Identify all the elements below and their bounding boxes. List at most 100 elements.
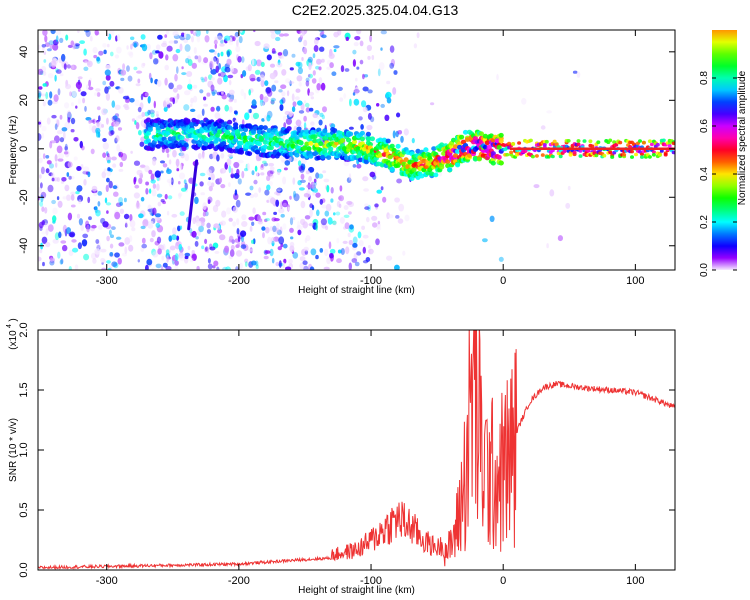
noise-blob bbox=[47, 73, 54, 79]
ridge-blob bbox=[322, 128, 328, 134]
noise-blob bbox=[69, 91, 72, 97]
noise-blob bbox=[208, 177, 212, 181]
noise-blob bbox=[147, 223, 154, 229]
top-y-axis-label: Frequency (Hz) bbox=[8, 116, 19, 185]
colorbar-tick-label: 0.0 bbox=[699, 263, 710, 277]
ridge-blob bbox=[517, 141, 522, 145]
noise-blob bbox=[77, 98, 81, 105]
noise-blob bbox=[275, 189, 281, 196]
noise-blob bbox=[209, 246, 216, 251]
noise-blob bbox=[303, 47, 308, 55]
noise-blob bbox=[355, 77, 358, 82]
ridge-blob bbox=[235, 129, 241, 135]
noise-blob bbox=[215, 107, 221, 111]
noise-blob bbox=[239, 30, 243, 33]
noise-blob bbox=[224, 35, 231, 41]
noise-blob bbox=[294, 96, 300, 101]
noise-blob bbox=[358, 240, 364, 247]
noise-blob bbox=[269, 248, 274, 257]
noise-blob bbox=[64, 184, 70, 192]
noise-blob bbox=[316, 83, 322, 91]
ridge-blob bbox=[482, 133, 488, 139]
noise-blob bbox=[279, 99, 284, 105]
noise-blob bbox=[45, 155, 50, 159]
noise-blob bbox=[190, 30, 194, 34]
noise-blob bbox=[230, 167, 234, 175]
noise-blob bbox=[375, 238, 380, 246]
noise-blob bbox=[567, 185, 571, 191]
ridge-blob bbox=[462, 129, 469, 135]
noise-blob bbox=[168, 82, 174, 90]
noise-blob bbox=[305, 77, 310, 83]
noise-blob bbox=[212, 205, 219, 213]
noise-blob bbox=[261, 118, 265, 122]
ridge-blob bbox=[155, 144, 161, 149]
noise-blob bbox=[218, 63, 222, 70]
noise-blob bbox=[234, 189, 238, 196]
noise-blob bbox=[169, 97, 175, 102]
noise-blob bbox=[245, 192, 252, 196]
noise-blob bbox=[256, 172, 259, 177]
noise-blob bbox=[124, 237, 131, 245]
ridge-blob bbox=[306, 146, 312, 152]
noise-blob bbox=[131, 227, 136, 232]
noise-blob bbox=[101, 267, 107, 270]
noise-blob bbox=[64, 143, 68, 152]
noise-blob bbox=[83, 66, 89, 72]
noise-blob bbox=[201, 108, 205, 117]
noise-blob bbox=[41, 231, 47, 235]
noise-blob bbox=[498, 256, 504, 262]
noise-blob bbox=[338, 196, 342, 200]
noise-blob bbox=[352, 59, 356, 67]
noise-blob bbox=[154, 170, 161, 178]
noise-blob bbox=[352, 92, 356, 96]
noise-blob bbox=[288, 111, 293, 117]
noise-blob bbox=[40, 194, 44, 203]
noise-blob bbox=[98, 115, 101, 122]
noise-blob bbox=[176, 84, 183, 90]
noise-blob bbox=[276, 222, 280, 229]
noise-blob bbox=[348, 262, 352, 270]
noise-blob bbox=[38, 187, 42, 194]
noise-blob bbox=[280, 84, 287, 89]
noise-blob bbox=[206, 246, 210, 254]
noise-blob bbox=[188, 78, 192, 86]
noise-blob bbox=[64, 146, 68, 151]
noise-blob bbox=[362, 73, 365, 80]
noise-blob bbox=[315, 254, 319, 260]
noise-blob bbox=[111, 156, 117, 161]
noise-blob bbox=[270, 99, 275, 105]
ridge-blob bbox=[578, 154, 583, 158]
noise-blob bbox=[45, 241, 51, 248]
noise-blob bbox=[39, 201, 44, 207]
noise-blob bbox=[249, 108, 252, 114]
noise-blob bbox=[396, 112, 401, 118]
snr-plot bbox=[38, 330, 675, 570]
noise-blob bbox=[329, 252, 334, 259]
noise-blob bbox=[217, 52, 220, 58]
noise-blob bbox=[42, 83, 47, 87]
noise-blob bbox=[49, 91, 53, 99]
noise-blob bbox=[301, 57, 304, 61]
noise-blob bbox=[269, 72, 276, 80]
noise-blob bbox=[167, 195, 173, 200]
noise-blob bbox=[152, 207, 157, 216]
noise-blob bbox=[376, 222, 381, 230]
noise-blob bbox=[308, 166, 315, 173]
noise-blob bbox=[172, 149, 177, 158]
noise-blob bbox=[219, 234, 226, 241]
noise-blob bbox=[39, 249, 43, 254]
noise-blob bbox=[303, 265, 309, 270]
ridge-blob bbox=[608, 150, 613, 154]
noise-blob bbox=[155, 222, 161, 228]
top-frame bbox=[37, 29, 676, 271]
noise-blob bbox=[178, 193, 182, 200]
noise-blob bbox=[114, 211, 121, 220]
noise-blob bbox=[150, 77, 153, 84]
noise-blob bbox=[228, 89, 235, 96]
ridge-blob bbox=[431, 146, 437, 152]
noise-blob bbox=[204, 35, 210, 43]
top-x-tick-label: 100 bbox=[626, 275, 644, 287]
noise-blob bbox=[70, 64, 77, 71]
ridge-blob bbox=[266, 128, 272, 133]
